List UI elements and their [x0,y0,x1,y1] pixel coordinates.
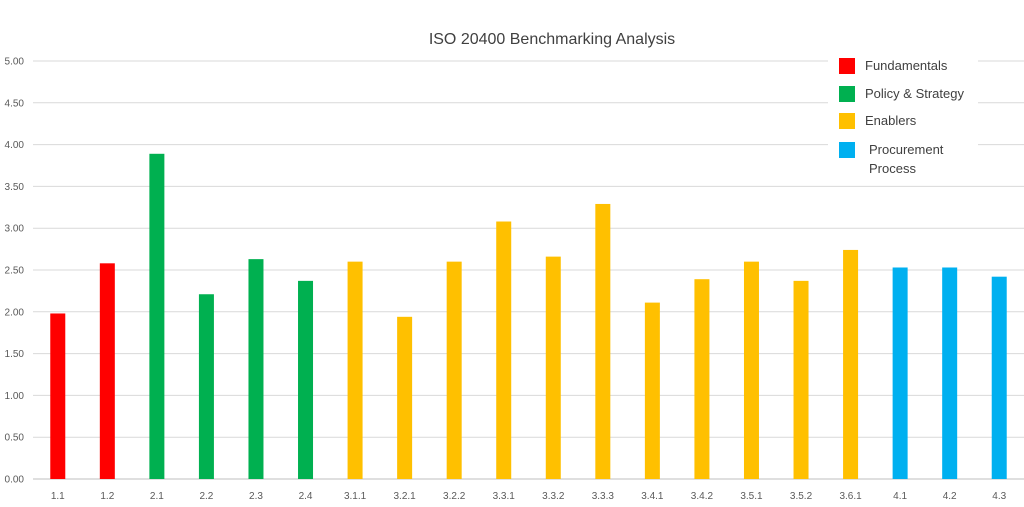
x-tick-label: 1.1 [51,491,65,502]
x-tick-label: 3.2.1 [394,491,417,502]
bar-2-3 [248,259,264,479]
y-tick-label: 4.00 [5,140,25,151]
bar-3-1-1 [347,261,363,479]
x-tick-label: 3.2.2 [443,491,466,502]
bar-4-1 [892,267,908,479]
x-tick-label: 2.2 [199,491,213,502]
bar-3-6-1 [843,249,859,479]
legend-label: Policy & Strategy [865,86,964,101]
bar-4-2 [942,267,958,479]
x-tick-label: 3.5.1 [740,491,763,502]
y-tick-label: 3.00 [5,224,25,235]
bar-2-1 [149,153,165,479]
legend-swatch [839,86,855,102]
x-tick-label: 3.3.2 [542,491,565,502]
x-tick-label: 4.3 [992,491,1006,502]
x-tick-label: 2.3 [249,491,263,502]
x-tick-label: 3.3.1 [493,491,516,502]
legend-swatch [839,113,855,129]
x-tick-label: 4.2 [943,491,957,502]
bar-3-2-2 [446,261,462,479]
bars [50,153,1007,479]
y-tick-label: 1.00 [5,391,25,402]
x-tick-label: 3.4.2 [691,491,714,502]
bar-3-5-2 [793,280,809,479]
x-tick-label: 3.4.1 [641,491,664,502]
y-tick-label: 1.50 [5,349,25,360]
y-tick-label: 5.00 [5,57,25,68]
y-axis: 0.00 0.50 1.00 1.50 2.00 2.50 3.00 3.50 4.00 4.50… [5,57,25,486]
legend-label: Fundamentals [865,58,948,73]
bar-3-2-1 [397,316,413,479]
bar-1-2 [99,263,115,479]
y-tick-label: 4.50 [5,98,25,109]
bar-3-4-2 [694,279,710,479]
bar-3-3-2 [545,256,561,479]
legend-swatch [839,142,855,158]
chart-title: ISO 20400 Benchmarking Analysis [429,31,675,48]
bar-3-5-1 [743,261,759,479]
x-tick-label: 4.1 [893,491,907,502]
bar-4-3 [991,276,1007,479]
legend-label: Procurement Process [869,142,944,176]
x-tick-label: 3.3.3 [592,491,615,502]
x-tick-label: 2.1 [150,491,164,502]
x-tick-label: 3.1.1 [344,491,367,502]
x-tick-label: 3.6.1 [839,491,862,502]
bar-3-3-3 [595,203,611,479]
legend-swatch [839,58,855,74]
y-tick-label: 0.50 [5,433,25,444]
y-tick-label: 0.00 [5,475,25,486]
x-tick-label: 3.5.2 [790,491,813,502]
x-tick-label: 2.4 [299,491,313,502]
bar-2-4 [298,280,314,479]
bar-1-1 [50,313,66,479]
bar-3-4-1 [644,302,660,479]
x-axis: 1.1 1.2 2.1 2.2 2.3 2.4 3.1.1 3.2.1 3.2.2 3.3.1 3.… [51,491,1007,502]
bar-3-3-1 [496,221,512,479]
x-tick-label: 1.2 [100,491,114,502]
legend: Fundamentals Policy & Strategy Enablers Pro… [828,48,978,183]
legend-label: Enablers [865,113,917,128]
y-tick-label: 3.50 [5,182,25,193]
bar-2-2 [198,294,214,479]
y-tick-label: 2.00 [5,307,25,318]
y-tick-label: 2.50 [5,266,25,277]
